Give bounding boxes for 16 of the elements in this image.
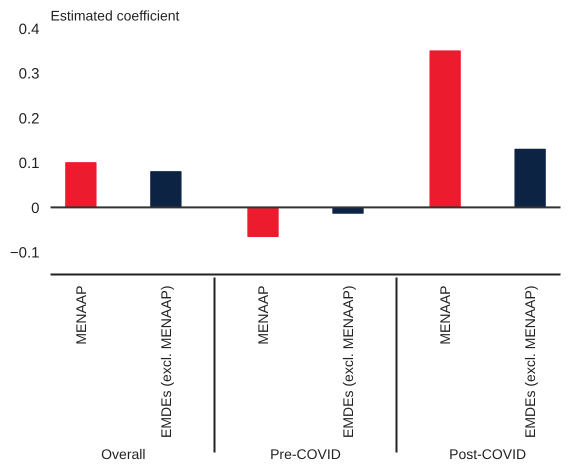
y-tick-label: 0 — [31, 200, 40, 217]
text: Overall — [101, 446, 146, 462]
text: Pre-COVID — [270, 446, 341, 462]
y-tick-label: 0.2 — [18, 110, 40, 128]
y-axis-title: Estimated coefficient — [50, 8, 180, 24]
y-tick-label: −0.1 — [10, 244, 40, 262]
text: Post-COVID — [449, 446, 526, 462]
x-tick-label: MENAAP — [72, 286, 89, 345]
x-tick-label: EMDEs (excl. MENAAP) — [522, 285, 538, 438]
y-tick-label: 0.4 — [18, 21, 40, 38]
x-tick-label: MENAAP — [255, 286, 271, 345]
x-tick-label: MENAAP — [437, 286, 454, 345]
y-tick-label: 0.3 — [18, 66, 40, 83]
x-tick-label: EMDEs (excl. MENAAP) — [158, 285, 174, 438]
x-tick-label: EMDEs (excl. MENAAP) — [340, 285, 356, 438]
y-tick-label: 0.1 — [18, 155, 40, 172]
